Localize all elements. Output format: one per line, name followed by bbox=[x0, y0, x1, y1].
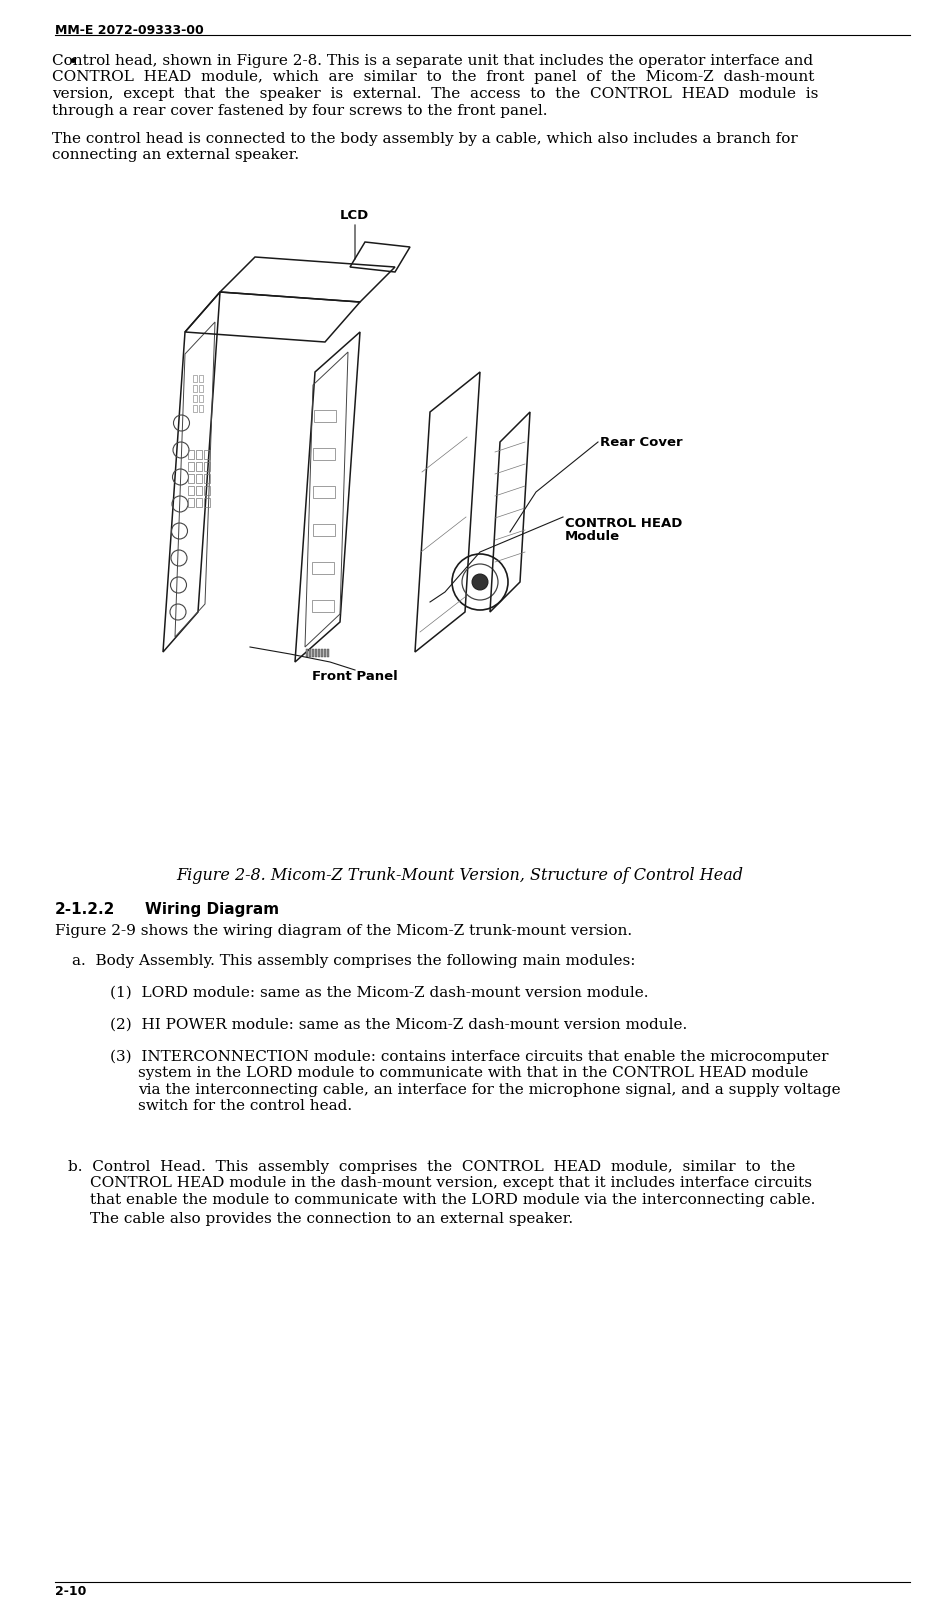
Bar bbox=[312, 485, 334, 498]
Bar bbox=[188, 450, 194, 459]
Text: Module: Module bbox=[565, 530, 619, 543]
Text: 2-1.2.2: 2-1.2.2 bbox=[55, 903, 115, 917]
Bar bbox=[204, 474, 210, 484]
Bar bbox=[318, 650, 320, 658]
Bar bbox=[312, 600, 333, 613]
Bar bbox=[195, 450, 202, 459]
Bar bbox=[204, 463, 210, 471]
Text: (2)  HI POWER module: same as the Micom-Z dash-mount version module.: (2) HI POWER module: same as the Micom-Z… bbox=[110, 1019, 686, 1032]
Bar bbox=[193, 395, 196, 401]
Text: version,  except  that  the  speaker  is  external.  The  access  to  the  CONTR: version, except that the speaker is exte… bbox=[52, 87, 818, 102]
Text: CONTROL  HEAD  module,  which  are  similar  to  the  front  panel  of  the  Mic: CONTROL HEAD module, which are similar t… bbox=[52, 71, 814, 84]
Text: Wiring Diagram: Wiring Diagram bbox=[144, 903, 278, 917]
Bar bbox=[195, 485, 202, 495]
Bar bbox=[314, 650, 316, 658]
Text: •: • bbox=[67, 53, 77, 73]
Bar bbox=[193, 405, 196, 413]
Bar bbox=[312, 448, 335, 459]
Bar bbox=[204, 450, 210, 459]
Bar bbox=[309, 650, 311, 658]
Text: (3)  INTERCONNECTION module: contains interface circuits that enable the microco: (3) INTERCONNECTION module: contains int… bbox=[110, 1049, 828, 1064]
Bar bbox=[306, 650, 308, 658]
Bar bbox=[312, 650, 313, 658]
Bar bbox=[188, 498, 194, 508]
Bar bbox=[324, 650, 326, 658]
Text: that enable the module to communicate with the LORD module via the interconnecti: that enable the module to communicate wi… bbox=[90, 1193, 815, 1207]
Text: Figure 2-9 shows the wiring diagram of the Micom-Z trunk-mount version.: Figure 2-9 shows the wiring diagram of t… bbox=[55, 924, 632, 938]
Bar bbox=[204, 498, 210, 508]
Bar bbox=[199, 376, 203, 382]
Text: Figure 2-8. Micom-Z Trunk-Mount Version, Structure of Control Head: Figure 2-8. Micom-Z Trunk-Mount Version,… bbox=[177, 867, 743, 883]
Text: CONTROL HEAD: CONTROL HEAD bbox=[565, 517, 682, 530]
Circle shape bbox=[471, 574, 487, 590]
Bar bbox=[312, 563, 334, 574]
Text: switch for the control head.: switch for the control head. bbox=[138, 1099, 352, 1114]
Bar bbox=[312, 524, 334, 537]
Bar bbox=[199, 395, 203, 401]
Bar bbox=[321, 650, 323, 658]
Text: via the interconnecting cable, an interface for the microphone signal, and a sup: via the interconnecting cable, an interf… bbox=[138, 1083, 840, 1098]
Bar bbox=[204, 485, 210, 495]
Text: b.  Control  Head.  This  assembly  comprises  the  CONTROL  HEAD  module,  simi: b. Control Head. This assembly comprises… bbox=[68, 1161, 795, 1174]
Bar bbox=[195, 498, 202, 508]
Text: Front Panel: Front Panel bbox=[312, 671, 397, 683]
Text: system in the LORD module to communicate with that in the CONTROL HEAD module: system in the LORD module to communicate… bbox=[138, 1067, 807, 1080]
Text: a.  Body Assembly. This assembly comprises the following main modules:: a. Body Assembly. This assembly comprise… bbox=[72, 954, 634, 967]
Text: Rear Cover: Rear Cover bbox=[599, 435, 682, 448]
Bar bbox=[188, 474, 194, 484]
Text: LCD: LCD bbox=[340, 210, 369, 222]
Bar bbox=[188, 463, 194, 471]
Text: CONTROL HEAD module in the dash-mount version, except that it includes interface: CONTROL HEAD module in the dash-mount ve… bbox=[90, 1177, 811, 1191]
Bar bbox=[195, 463, 202, 471]
Text: (1)  LORD module: same as the Micom-Z dash-mount version module.: (1) LORD module: same as the Micom-Z das… bbox=[110, 987, 648, 999]
Bar bbox=[313, 409, 335, 422]
Text: The control head is connected to the body assembly by a cable, which also includ: The control head is connected to the bod… bbox=[52, 132, 797, 147]
Text: The cable also provides the connection to an external speaker.: The cable also provides the connection t… bbox=[90, 1212, 572, 1227]
Text: 2-10: 2-10 bbox=[55, 1585, 86, 1597]
Bar bbox=[195, 474, 202, 484]
Bar bbox=[199, 405, 203, 413]
Bar bbox=[188, 485, 194, 495]
Text: through a rear cover fastened by four screws to the front panel.: through a rear cover fastened by four sc… bbox=[52, 103, 547, 118]
Bar bbox=[193, 376, 196, 382]
Bar bbox=[199, 385, 203, 392]
Bar bbox=[193, 385, 196, 392]
Bar bbox=[327, 650, 329, 658]
Text: MM-E 2072-09333-00: MM-E 2072-09333-00 bbox=[55, 24, 204, 37]
Text: Control head, shown in Figure 2-8. This is a separate unit that includes the ope: Control head, shown in Figure 2-8. This … bbox=[52, 53, 812, 68]
Text: connecting an external speaker.: connecting an external speaker. bbox=[52, 148, 299, 163]
